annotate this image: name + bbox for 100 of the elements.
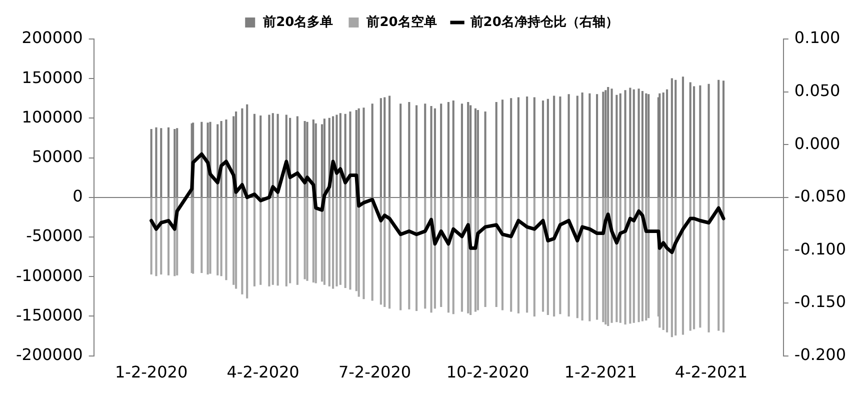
- bar: [306, 198, 308, 281]
- bar: [484, 198, 486, 308]
- bar: [682, 198, 684, 335]
- bar: [510, 198, 512, 312]
- bar: [332, 198, 334, 289]
- y2-tick-label: -0.050: [794, 186, 846, 206]
- y-tick-label: 0: [72, 186, 83, 206]
- bar: [424, 198, 426, 309]
- y-tick-label: -200000: [16, 344, 83, 364]
- legend-label: 前20名空单: [366, 14, 437, 30]
- bar: [610, 198, 613, 323]
- bar: [638, 198, 640, 322]
- x-tick-label: 1-2-2021: [564, 362, 638, 382]
- bar: [246, 198, 248, 298]
- bar: [344, 198, 346, 288]
- bar: [460, 198, 463, 312]
- bar: [440, 198, 442, 308]
- bar: [553, 198, 556, 317]
- bar: [155, 198, 158, 276]
- bar: [380, 198, 382, 305]
- y-tick-label: 150000: [22, 68, 83, 87]
- bar: [232, 198, 235, 285]
- bar: [268, 198, 270, 286]
- bar: [666, 198, 668, 332]
- y-tick-label: -50000: [26, 226, 83, 246]
- y2-tick-label: 0.050: [794, 80, 840, 100]
- bar: [167, 198, 170, 276]
- y2-tick-label: -0.100: [794, 239, 846, 258]
- bar: [648, 198, 650, 318]
- bar: [576, 198, 578, 318]
- bar: [312, 198, 314, 282]
- y2-tick-label: 0.100: [794, 28, 840, 48]
- bar: [220, 198, 222, 276]
- bar: [533, 198, 536, 317]
- bar: [629, 198, 632, 324]
- bar: [416, 198, 418, 311]
- bar: [384, 198, 386, 308]
- bar: [160, 198, 162, 275]
- x-tick-label: 4-2-2021: [674, 362, 748, 382]
- bar: [517, 198, 520, 314]
- bar: [722, 198, 725, 332]
- bar: [200, 198, 203, 273]
- bar: [452, 198, 454, 314]
- bar: [619, 198, 622, 323]
- bar: [209, 198, 212, 274]
- bar: [689, 198, 692, 331]
- y-tick-label: 200000: [22, 28, 83, 48]
- x-tick-label: 4-2-2020: [226, 362, 300, 382]
- bar: [225, 198, 228, 280]
- bar: [235, 198, 238, 289]
- bar: [241, 198, 244, 294]
- bar: [495, 198, 498, 308]
- bar: [526, 198, 528, 313]
- bar: [349, 198, 352, 290]
- y2-tick-label: 0.000: [794, 134, 840, 153]
- bar: [501, 198, 504, 310]
- bar: [216, 198, 219, 276]
- bar: [285, 198, 288, 286]
- bar: [546, 198, 549, 315]
- bar: [632, 198, 635, 323]
- y-tick-label: 100000: [22, 107, 83, 126]
- bar: [588, 198, 591, 322]
- bar: [272, 198, 274, 285]
- bar: [328, 198, 330, 286]
- x-tick-label: 10-2-2020: [446, 362, 530, 382]
- bar: [581, 198, 584, 320]
- bar: [624, 198, 626, 324]
- bar: [616, 198, 618, 322]
- bar: [304, 198, 306, 280]
- y-tick-label: 50000: [32, 146, 83, 166]
- bar: [371, 198, 374, 301]
- bar: [253, 198, 256, 286]
- bar: [260, 198, 262, 285]
- bar: [150, 198, 152, 275]
- bar: [662, 198, 664, 330]
- y-tick-label: -100000: [16, 266, 83, 285]
- bar: [362, 198, 365, 300]
- y-tick-label: -150000: [16, 305, 83, 324]
- bar: [708, 198, 710, 332]
- bar: [339, 198, 342, 285]
- bar: [699, 198, 702, 328]
- legend-label: 前20名多单: [262, 14, 334, 30]
- bar: [568, 198, 570, 317]
- bar: [596, 198, 598, 320]
- bar: [268, 114, 270, 198]
- bar: [693, 198, 696, 330]
- bar: [289, 198, 292, 284]
- bar: [670, 198, 673, 338]
- bar: [542, 198, 544, 312]
- x-tick-label: 7-2-2020: [338, 362, 412, 382]
- x-tick-label: 1-2-2020: [115, 362, 188, 382]
- bar: [674, 198, 677, 336]
- legend-label: 前20名净持仓比（右轴）: [469, 14, 618, 30]
- y2-tick-label: -0.150: [794, 292, 846, 312]
- bar: [206, 198, 209, 275]
- bar: [296, 198, 298, 285]
- y2-tick-label: -0.200: [794, 344, 846, 364]
- bar: [447, 198, 450, 313]
- bar: [400, 198, 402, 310]
- bar: [276, 198, 279, 286]
